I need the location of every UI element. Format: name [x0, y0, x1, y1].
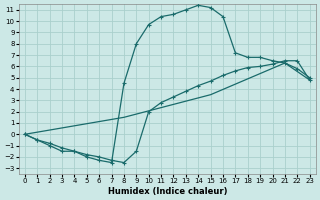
X-axis label: Humidex (Indice chaleur): Humidex (Indice chaleur)	[108, 187, 227, 196]
